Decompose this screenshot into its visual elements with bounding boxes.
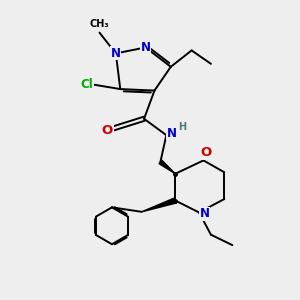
Text: O: O (200, 146, 211, 160)
Polygon shape (142, 198, 176, 212)
Text: N: N (167, 127, 177, 140)
Text: O: O (102, 124, 113, 136)
Text: N: N (200, 207, 209, 220)
Text: N: N (140, 41, 151, 54)
Text: Cl: Cl (81, 78, 93, 91)
Polygon shape (159, 160, 175, 174)
Text: H: H (178, 122, 186, 132)
Text: CH₃: CH₃ (90, 19, 109, 29)
Text: N: N (111, 47, 121, 60)
